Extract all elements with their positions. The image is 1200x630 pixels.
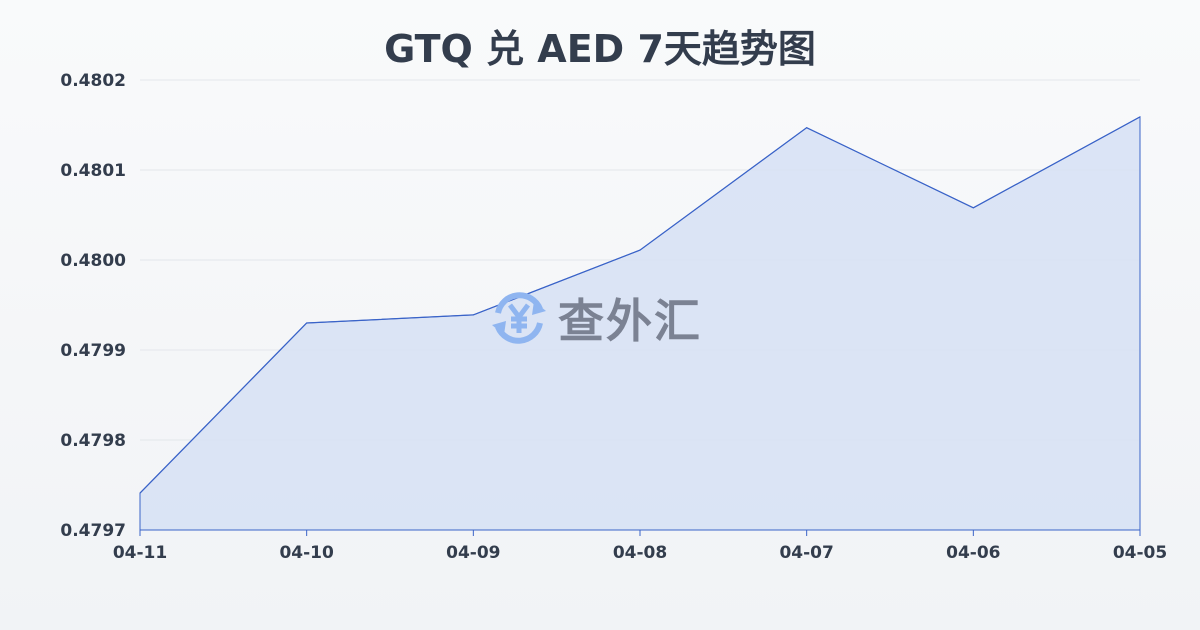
data-point <box>472 314 474 316</box>
data-point <box>806 127 808 129</box>
x-tick-label: 04-06 <box>946 543 1000 563</box>
x-tick-label: 04-08 <box>613 543 667 563</box>
x-tick-label: 04-07 <box>779 543 833 563</box>
y-tick-label: 0.4799 <box>60 341 126 361</box>
y-tick-label: 0.4800 <box>60 251 126 271</box>
yen-exchange-icon <box>492 292 546 344</box>
y-tick-label: 0.4797 <box>60 521 126 541</box>
y-tick-label: 0.4802 <box>60 71 126 91</box>
data-point <box>306 322 308 324</box>
data-point <box>639 249 641 251</box>
x-tick-label: 04-11 <box>113 543 167 563</box>
watermark-text: 查外汇 <box>558 294 702 348</box>
x-tick-label: 04-10 <box>279 543 334 563</box>
y-tick-label: 0.4798 <box>60 431 126 451</box>
data-point <box>972 207 974 209</box>
data-point <box>1139 116 1141 118</box>
chart-title: GTQ 兑 AED 7天趋势图 <box>384 27 816 71</box>
watermark: 查外汇 <box>488 285 702 351</box>
x-tick-label: 04-09 <box>446 543 500 563</box>
x-tick-label: 04-05 <box>1113 543 1167 563</box>
y-tick-label: 0.4801 <box>60 161 126 181</box>
data-point <box>139 492 141 494</box>
